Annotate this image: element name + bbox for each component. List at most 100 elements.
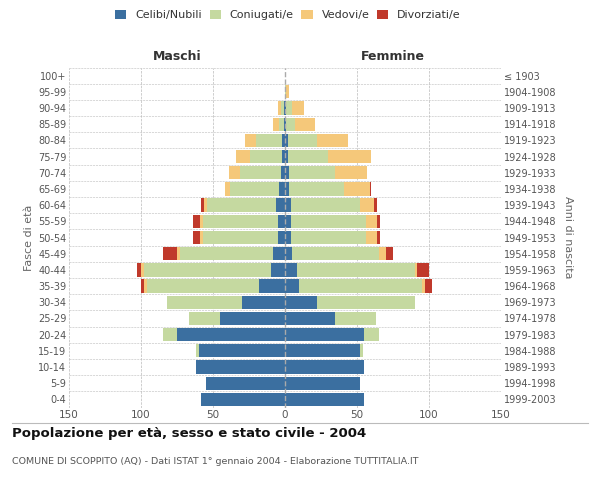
Bar bbox=[285, 85, 286, 98]
Bar bbox=[196, 360, 285, 374]
Bar bbox=[277, 198, 285, 212]
Bar bbox=[271, 263, 285, 276]
Bar bbox=[344, 182, 370, 196]
Bar bbox=[288, 150, 328, 163]
Bar bbox=[250, 150, 282, 163]
Text: Popolazione per età, sesso e stato civile - 2004: Popolazione per età, sesso e stato civil… bbox=[12, 428, 366, 440]
Bar bbox=[147, 280, 259, 292]
Bar bbox=[206, 376, 285, 390]
Bar bbox=[177, 247, 180, 260]
Bar bbox=[200, 214, 203, 228]
Bar bbox=[418, 263, 429, 276]
Bar bbox=[180, 247, 274, 260]
Bar bbox=[285, 102, 286, 114]
Bar bbox=[177, 328, 285, 342]
Bar bbox=[292, 247, 379, 260]
Bar bbox=[188, 312, 220, 325]
Bar bbox=[285, 134, 288, 147]
Bar bbox=[374, 198, 377, 212]
Bar bbox=[274, 247, 285, 260]
Bar bbox=[285, 344, 360, 358]
Bar bbox=[144, 263, 271, 276]
Bar bbox=[285, 312, 335, 325]
Bar bbox=[364, 328, 379, 342]
Bar bbox=[296, 263, 415, 276]
Bar bbox=[328, 150, 371, 163]
Bar bbox=[335, 166, 367, 179]
Bar bbox=[144, 280, 147, 292]
Bar bbox=[278, 231, 285, 244]
Bar bbox=[207, 198, 277, 212]
Bar bbox=[386, 247, 393, 260]
Bar bbox=[282, 134, 285, 147]
Bar bbox=[202, 198, 205, 212]
Bar bbox=[285, 182, 289, 196]
Bar bbox=[259, 280, 285, 292]
Bar bbox=[241, 166, 281, 179]
Bar bbox=[193, 231, 200, 244]
Bar bbox=[220, 312, 285, 325]
Bar bbox=[377, 214, 380, 228]
Bar bbox=[425, 280, 432, 292]
Bar bbox=[285, 231, 291, 244]
Bar bbox=[202, 393, 285, 406]
Bar bbox=[317, 134, 349, 147]
Bar bbox=[284, 118, 285, 131]
Bar bbox=[281, 166, 285, 179]
Bar bbox=[245, 134, 256, 147]
Bar bbox=[200, 231, 203, 244]
Bar bbox=[285, 214, 291, 228]
Bar bbox=[203, 214, 278, 228]
Legend: Celibi/Nubili, Coniugati/e, Vedovi/e, Divorziati/e: Celibi/Nubili, Coniugati/e, Vedovi/e, Di… bbox=[111, 6, 465, 25]
Bar bbox=[285, 376, 360, 390]
Bar bbox=[291, 198, 360, 212]
Bar bbox=[379, 247, 386, 260]
Bar bbox=[285, 280, 299, 292]
Bar bbox=[278, 102, 281, 114]
Bar bbox=[422, 280, 425, 292]
Bar bbox=[285, 328, 364, 342]
Bar bbox=[377, 231, 380, 244]
Text: Maschi: Maschi bbox=[152, 50, 202, 62]
Bar bbox=[137, 263, 141, 276]
Bar bbox=[224, 182, 230, 196]
Bar bbox=[285, 247, 292, 260]
Bar bbox=[163, 328, 177, 342]
Bar bbox=[236, 150, 250, 163]
Bar bbox=[163, 247, 177, 260]
Bar bbox=[141, 280, 144, 292]
Bar bbox=[285, 393, 364, 406]
Bar bbox=[167, 296, 242, 309]
Bar bbox=[299, 280, 422, 292]
Bar bbox=[285, 360, 364, 374]
Bar bbox=[256, 134, 282, 147]
Bar bbox=[282, 150, 285, 163]
Bar bbox=[205, 198, 207, 212]
Bar bbox=[415, 263, 418, 276]
Bar bbox=[370, 182, 371, 196]
Bar bbox=[289, 166, 335, 179]
Bar bbox=[286, 102, 292, 114]
Bar bbox=[141, 263, 144, 276]
Bar bbox=[286, 118, 295, 131]
Text: COMUNE DI SCOPPITO (AQ) - Dati ISTAT 1° gennaio 2004 - Elaborazione TUTTITALIA.I: COMUNE DI SCOPPITO (AQ) - Dati ISTAT 1° … bbox=[12, 458, 419, 466]
Bar bbox=[335, 312, 376, 325]
Bar bbox=[289, 182, 344, 196]
Bar bbox=[285, 263, 296, 276]
Bar bbox=[360, 344, 363, 358]
Bar bbox=[196, 344, 199, 358]
Bar bbox=[281, 102, 284, 114]
Bar bbox=[285, 166, 289, 179]
Bar bbox=[242, 296, 285, 309]
Bar bbox=[229, 166, 241, 179]
Bar bbox=[285, 198, 291, 212]
Bar bbox=[285, 296, 317, 309]
Bar bbox=[365, 214, 377, 228]
Bar bbox=[288, 134, 317, 147]
Bar bbox=[295, 118, 315, 131]
Bar bbox=[278, 214, 285, 228]
Bar bbox=[285, 150, 288, 163]
Bar bbox=[199, 344, 285, 358]
Bar bbox=[365, 231, 377, 244]
Bar bbox=[291, 231, 365, 244]
